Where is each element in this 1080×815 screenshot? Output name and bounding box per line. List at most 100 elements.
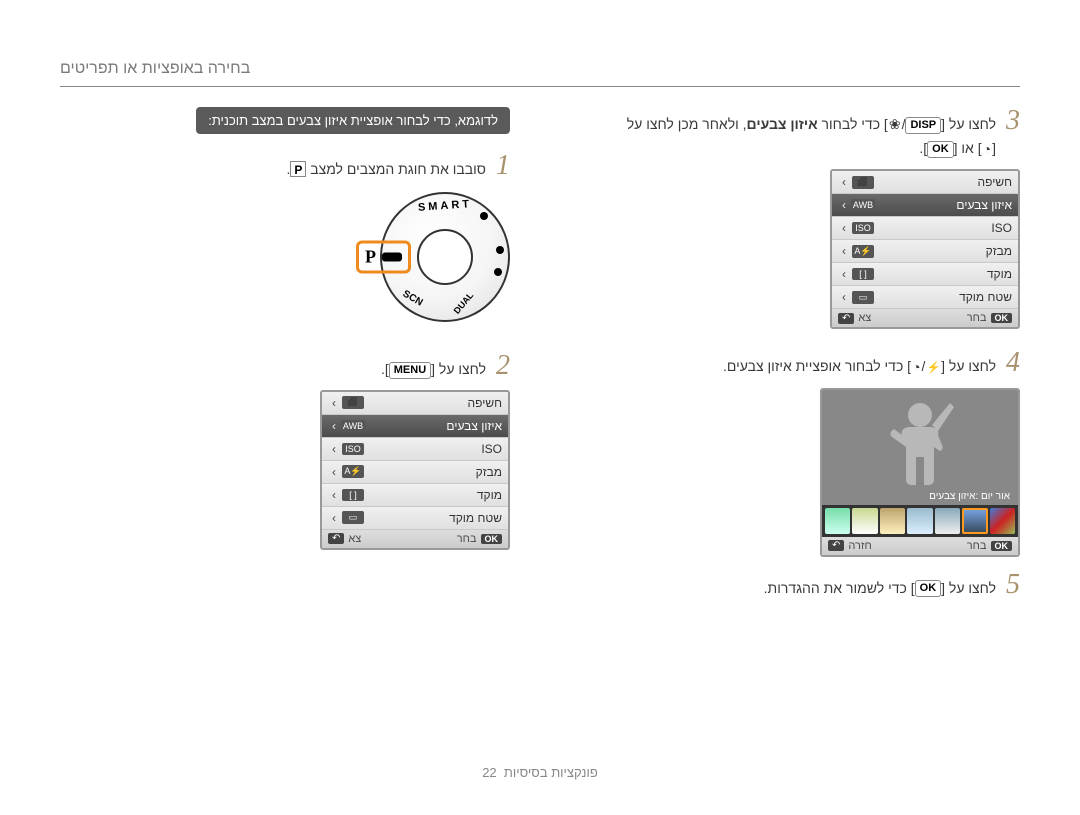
dial-dot-icon [496,246,504,254]
menu-footer: OKבחר צא↶ [832,309,1018,327]
silhouette-icon [880,397,960,487]
camera-menu-screenshot: חשיפה⬛›איזון צבעיםAWB›ISOISO›מבזק⚡A›מוקד… [320,390,510,550]
ok-pill-icon: OK [991,313,1013,323]
right-column: לדוגמא, כדי לבחור אופציית איזון צבעים במ… [60,107,510,608]
step-text: לחצו על [DISP/] כדי לבחור איזון צבעים, ו… [627,113,996,161]
ok-button-label: OK [915,580,942,597]
chevron-icon: › [842,244,846,258]
menu-item-icon: ▭ [340,511,366,524]
back-pill-icon: ↶ [328,533,344,544]
wb-thumbnail [962,508,987,534]
menu-item-icon: [ ] [340,489,366,501]
menu-item: מבזק⚡A› [322,461,508,484]
disp-button-label: DISP [905,117,941,134]
menu-item: מוקד[ ]› [832,263,1018,286]
chevron-icon: › [332,488,336,502]
chevron-icon: › [332,442,336,456]
chevron-icon: › [332,465,336,479]
select-label: OKבחר [967,312,1012,324]
wb-thumbnail [880,508,905,534]
p-mode-highlight: P [356,240,411,273]
step-3: 3 לחצו על [DISP/] כדי לבחור איזון צבעים,… [570,107,1020,161]
step-4: 4 לחצו על [/] כדי לבחור אופציית איזון צב… [570,349,1020,379]
macro-flower-icon [889,116,901,132]
step-text: לחצו על [/] כדי לבחור אופציית איזון צבעי… [723,355,996,379]
left-column: 3 לחצו על [DISP/] כדי לבחור איזון צבעים,… [570,107,1020,608]
menu-item-icon: AWB [340,420,366,432]
menu-item-icon: [ ] [850,268,876,280]
wb-thumbnail-strip [822,505,1018,537]
chevron-icon: › [842,221,846,235]
step-5: 5 לחצו על [OK] כדי לשמור את ההגדרות. [570,571,1020,601]
back-label: חזרה↶ [828,540,872,552]
step-text: לחצו על [MENU]. [381,358,486,382]
wb-thumbnail [852,508,877,534]
menu-item-icon: ISO [340,443,366,455]
ok-pill-icon: OK [481,534,503,544]
chevron-icon: › [332,419,336,433]
page-footer: פונקציות בסיסיות 22 [0,765,1080,780]
mode-dial-illustration: SMART SCN DUAL P [60,192,510,322]
ok-button-label: OK [927,141,954,158]
select-label: OKבחר [457,533,502,545]
step-number: 3 [1006,107,1020,135]
timer-icon [912,359,920,375]
step-2: 2 לחצו על [MENU]. [60,352,510,382]
select-label: OKבחר [967,540,1012,552]
menu-item: שטח מוקד▭› [832,286,1018,309]
wb-thumbnail [990,508,1015,534]
camera-menu-screenshot: חשיפה⬛›איזון צבעיםAWB›ISOISO›מבזק⚡A›מוקד… [830,169,1020,329]
chevron-icon: › [842,198,846,212]
wb-thumbnail [935,508,960,534]
wb-caption: אור יום :איזון צבעים [929,491,1010,502]
menu-item-icon: AWB [850,199,876,211]
menu-item: חשיפה⬛› [322,392,508,415]
step-number: 1 [496,152,510,180]
menu-item-icon: ⬛ [340,396,366,409]
flash-icon [926,358,940,374]
chevron-icon: › [332,396,336,410]
step-1: 1 סובבו את חוגת המצבים למצב P. [60,152,510,182]
menu-item: ISOISO› [832,217,1018,240]
menu-item: מבזק⚡A› [832,240,1018,263]
chevron-icon: › [842,175,846,189]
p-letter: P [365,246,376,267]
exit-label: צא↶ [328,533,361,545]
chevron-icon: › [332,511,336,525]
menu-item-icon: ▭ [850,291,876,304]
menu-item-icon: ⬛ [850,176,876,189]
menu-item-icon: ⚡A [340,465,366,478]
back-pill-icon: ↶ [828,540,844,551]
menu-item: חשיפה⬛› [832,171,1018,194]
mode-letter-p: P [290,161,306,177]
chevron-icon: › [842,267,846,281]
step-number: 4 [1006,349,1020,377]
menu-item: איזון צבעיםAWB› [832,194,1018,217]
menu-item: איזון צבעיםAWB› [322,415,508,438]
p-pill-icon [382,252,402,261]
wb-thumbnail [907,508,932,534]
dial-dot-icon [480,212,488,220]
dial-dot-icon [494,268,502,276]
wb-preview-image: אור יום :איזון צבעים [822,390,1018,505]
menu-item-icon: ⚡A [850,245,876,258]
menu-button-label: MENU [389,362,431,379]
menu-footer: OKבחר צא↶ [322,530,508,548]
white-balance-preview: אור יום :איזון צבעים OKבחר חזרה↶ [820,388,1020,557]
menu-item: שטח מוקד▭› [322,507,508,530]
example-intro-box: לדוגמא, כדי לבחור אופציית איזון צבעים במ… [196,107,510,134]
step-number: 5 [1006,571,1020,599]
menu-item-icon: ISO [850,222,876,234]
menu-item: מוקד[ ]› [322,484,508,507]
step-text: סובבו את חוגת המצבים למצב P. [286,158,486,182]
menu-item: ISOISO› [322,438,508,461]
step-text: לחצו על [OK] כדי לשמור את ההגדרות. [764,577,996,601]
back-pill-icon: ↶ [838,313,854,324]
wb-thumbnail [825,508,850,534]
timer-icon [983,141,991,157]
chevron-icon: › [842,290,846,304]
exit-label: צא↶ [838,312,871,324]
wb-footer: OKבחר חזרה↶ [822,537,1018,555]
step-number: 2 [496,352,510,380]
ok-pill-icon: OK [991,541,1013,551]
